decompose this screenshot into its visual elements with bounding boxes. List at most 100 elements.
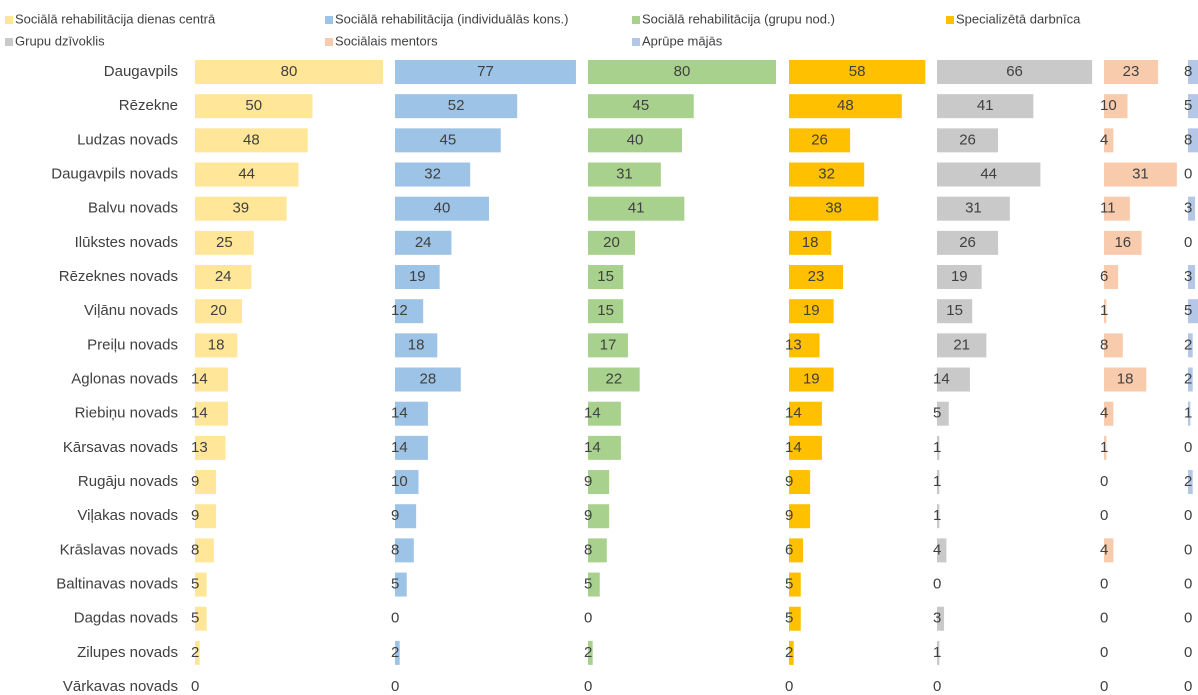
data-label: 14 bbox=[584, 405, 601, 422]
data-label: 23 bbox=[1123, 63, 1140, 80]
data-label: 2 bbox=[391, 644, 399, 661]
bar bbox=[395, 196, 489, 221]
bar bbox=[195, 572, 207, 597]
data-label: 19 bbox=[409, 268, 426, 285]
data-label: 0 bbox=[1100, 644, 1108, 661]
bar bbox=[789, 470, 811, 495]
legend-label: Grupu dzīvoklis bbox=[15, 33, 105, 48]
bar bbox=[395, 265, 440, 290]
data-label: 38 bbox=[825, 200, 842, 217]
legend-swatch bbox=[632, 38, 640, 46]
bar bbox=[195, 470, 217, 495]
data-label: 0 bbox=[933, 576, 941, 593]
bar bbox=[195, 640, 200, 665]
bar bbox=[789, 640, 794, 665]
legend-label: Aprūpe mājās bbox=[642, 33, 723, 48]
data-label: 9 bbox=[191, 473, 199, 490]
data-label: 14 bbox=[191, 370, 208, 387]
bar bbox=[588, 435, 621, 460]
bar bbox=[395, 333, 438, 358]
bar bbox=[395, 299, 424, 324]
data-label: 18 bbox=[1117, 370, 1134, 387]
bar bbox=[1104, 538, 1114, 563]
data-label: 3 bbox=[933, 610, 941, 627]
legend-label: Sociālais mentors bbox=[335, 33, 438, 48]
data-label: 4 bbox=[1100, 405, 1108, 422]
data-label: 20 bbox=[603, 234, 620, 251]
data-label: 0 bbox=[1100, 576, 1108, 593]
bar bbox=[395, 401, 428, 426]
data-label: 80 bbox=[281, 63, 298, 80]
data-label: 8 bbox=[1100, 336, 1108, 353]
data-label: 2 bbox=[1184, 370, 1192, 387]
bar bbox=[588, 94, 694, 119]
bar bbox=[937, 162, 1041, 187]
data-label: 8 bbox=[191, 541, 199, 558]
data-label: 31 bbox=[616, 165, 633, 182]
data-label: 32 bbox=[424, 165, 441, 182]
bar bbox=[395, 94, 518, 119]
bar bbox=[195, 333, 238, 358]
data-label: 9 bbox=[584, 473, 592, 490]
bar bbox=[588, 333, 628, 358]
bar bbox=[1104, 230, 1142, 255]
bar bbox=[789, 162, 865, 187]
bar bbox=[588, 196, 685, 221]
category-label: Kārsavas novads bbox=[63, 439, 178, 456]
bar bbox=[588, 640, 593, 665]
data-label: 15 bbox=[597, 302, 614, 319]
data-label: 50 bbox=[245, 97, 262, 114]
data-label: 2 bbox=[191, 644, 199, 661]
data-label: 0 bbox=[933, 678, 941, 695]
legend-label: Sociālā rehabilitācija dienas centrā bbox=[15, 11, 216, 26]
bar bbox=[789, 333, 820, 358]
data-label: 4 bbox=[933, 541, 941, 558]
data-label: 1 bbox=[933, 507, 941, 524]
category-label: Balvu novads bbox=[88, 200, 178, 217]
bar bbox=[1104, 94, 1128, 119]
bar bbox=[1104, 435, 1107, 460]
bar bbox=[588, 538, 607, 563]
data-label: 52 bbox=[448, 97, 465, 114]
bar bbox=[937, 401, 949, 426]
legend-swatch bbox=[5, 38, 13, 46]
bar bbox=[789, 606, 801, 631]
bar bbox=[195, 196, 287, 221]
data-label: 0 bbox=[1184, 610, 1192, 627]
category-label: Aglonas novads bbox=[71, 370, 178, 387]
bar bbox=[195, 538, 214, 563]
data-label: 13 bbox=[191, 439, 208, 456]
bar bbox=[1104, 162, 1177, 187]
data-label: 23 bbox=[808, 268, 825, 285]
data-label: 10 bbox=[391, 473, 408, 490]
data-label: 1 bbox=[1184, 405, 1192, 422]
bar bbox=[395, 640, 400, 665]
data-label: 31 bbox=[965, 200, 982, 217]
data-label: 9 bbox=[785, 507, 793, 524]
data-label: 0 bbox=[1184, 507, 1192, 524]
legend-swatch bbox=[946, 16, 954, 24]
bar bbox=[789, 60, 926, 84]
data-label: 0 bbox=[584, 610, 592, 627]
data-label: 19 bbox=[803, 370, 820, 387]
data-label: 18 bbox=[802, 234, 819, 251]
data-label: 1 bbox=[933, 439, 941, 456]
data-label: 4 bbox=[1100, 131, 1108, 148]
category-label: Vārkavas novads bbox=[63, 678, 178, 695]
data-label: 9 bbox=[391, 507, 399, 524]
data-label: 2 bbox=[1184, 473, 1192, 490]
data-label: 1 bbox=[933, 473, 941, 490]
bar bbox=[1188, 128, 1198, 153]
bar bbox=[937, 299, 973, 324]
category-label: Dagdas novads bbox=[74, 610, 178, 627]
data-label: 6 bbox=[785, 541, 793, 558]
category-label: Ludzas novads bbox=[77, 131, 178, 148]
legend-label: Sociālā rehabilitācija (individuālās kon… bbox=[335, 11, 568, 26]
bar bbox=[195, 606, 207, 631]
bar bbox=[937, 94, 1034, 119]
data-label: 0 bbox=[785, 678, 793, 695]
data-label: 12 bbox=[391, 302, 408, 319]
category-label: Zilupes novads bbox=[77, 644, 178, 661]
data-label: 32 bbox=[818, 165, 835, 182]
